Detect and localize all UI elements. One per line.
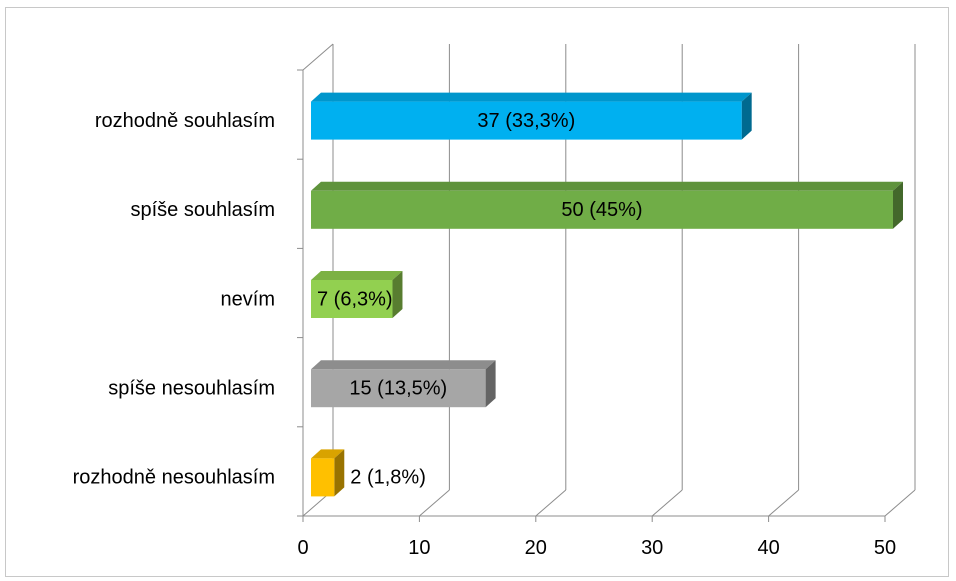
bar-top <box>311 360 496 370</box>
floor-gridline <box>419 489 450 517</box>
bar-top <box>311 181 903 191</box>
wall-edge <box>302 43 334 71</box>
category-label: spíše souhlasím <box>130 199 275 221</box>
floor-gridline <box>535 489 567 517</box>
bar-top <box>311 271 403 280</box>
floor-gridline <box>651 489 683 517</box>
bar-top <box>311 92 752 102</box>
category-label: nevím <box>221 288 275 310</box>
x-tick-label: 50 <box>874 537 896 559</box>
x-tick-label: 0 <box>297 537 308 559</box>
bar <box>311 190 893 229</box>
bar-side <box>893 181 903 229</box>
category-label: rozhodně souhlasím <box>95 110 275 132</box>
bar <box>311 458 335 497</box>
bar <box>311 369 486 408</box>
floor-gridline <box>768 489 799 517</box>
bar-top <box>311 449 345 459</box>
bar <box>311 101 742 140</box>
data-label: 2 (1,8%) <box>350 467 426 489</box>
data-label: 15 (13,5%) <box>349 377 447 399</box>
x-tick-label: 40 <box>757 537 779 559</box>
x-tick-label: 10 <box>408 537 430 559</box>
category-label: spíše nesouhlasím <box>108 377 275 399</box>
x-tick-label: 30 <box>641 537 663 559</box>
x-tick-label: 20 <box>525 537 547 559</box>
bar-side <box>334 449 345 497</box>
bar-side <box>392 271 403 318</box>
bar <box>311 280 393 318</box>
data-label: 7 (6,3%) <box>317 288 393 310</box>
category-label: rozhodně nesouhlasím <box>73 467 275 489</box>
data-label: 50 (45%) <box>561 199 642 221</box>
bar-side <box>485 360 496 408</box>
bar-side <box>741 92 752 140</box>
floor-gridline <box>884 489 916 517</box>
data-label: 37 (33,3%) <box>477 110 575 132</box>
